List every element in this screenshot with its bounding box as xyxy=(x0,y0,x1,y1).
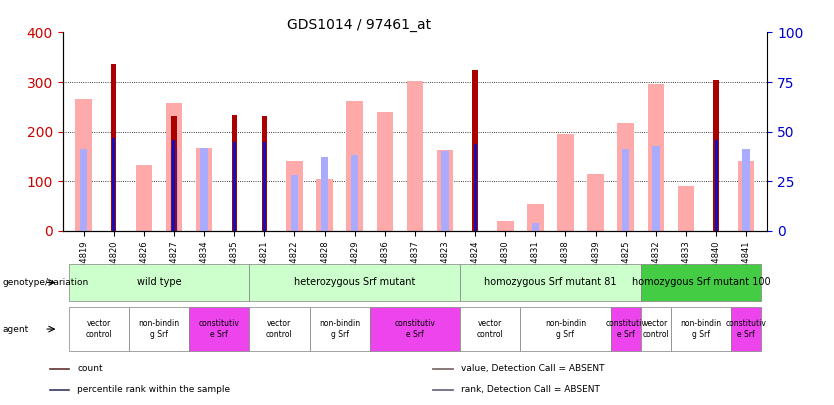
Bar xyxy=(286,161,303,231)
Bar xyxy=(68,264,249,301)
Text: constitutiv
e Srf: constitutiv e Srf xyxy=(198,320,239,339)
Text: constitutiv
e Srf: constitutiv e Srf xyxy=(605,320,646,339)
Bar xyxy=(136,165,152,231)
Text: value, Detection Call = ABSENT: value, Detection Call = ABSENT xyxy=(460,364,605,373)
Bar xyxy=(587,174,604,231)
Bar xyxy=(738,161,755,231)
Bar xyxy=(617,123,634,231)
Bar xyxy=(171,116,177,231)
Text: rank, Detection Call = ABSENT: rank, Detection Call = ABSENT xyxy=(460,385,600,394)
Bar xyxy=(48,368,69,369)
Bar xyxy=(520,307,610,352)
Bar xyxy=(291,175,299,231)
Bar xyxy=(652,145,660,231)
Bar xyxy=(527,204,544,231)
Bar xyxy=(742,149,750,231)
Bar xyxy=(610,307,641,352)
Bar xyxy=(232,115,237,231)
Bar xyxy=(407,81,423,231)
Text: count: count xyxy=(77,364,103,373)
Bar xyxy=(346,101,363,231)
Bar xyxy=(641,307,671,352)
Text: GDS1014 / 97461_at: GDS1014 / 97461_at xyxy=(287,18,430,32)
Text: heterozygous Srf mutant: heterozygous Srf mutant xyxy=(294,277,415,288)
Text: wild type: wild type xyxy=(137,277,181,288)
Bar xyxy=(321,158,329,231)
Bar xyxy=(432,368,453,369)
Bar xyxy=(437,151,454,231)
Bar xyxy=(249,307,309,352)
Bar xyxy=(731,307,761,352)
Text: percentile rank within the sample: percentile rank within the sample xyxy=(77,385,230,394)
Bar xyxy=(68,307,128,352)
Bar xyxy=(196,147,213,231)
Bar xyxy=(173,140,175,231)
Bar xyxy=(309,307,369,352)
Bar xyxy=(441,151,449,231)
Bar xyxy=(170,147,178,231)
Text: agent: agent xyxy=(3,324,28,334)
Text: vector
control: vector control xyxy=(477,320,504,339)
Bar xyxy=(249,264,460,301)
Bar xyxy=(472,70,478,231)
Bar xyxy=(113,138,115,231)
Bar xyxy=(189,307,249,352)
Bar xyxy=(111,64,117,231)
Bar xyxy=(316,179,333,231)
Bar xyxy=(557,134,574,231)
Bar xyxy=(671,307,731,352)
Text: vector
control: vector control xyxy=(266,320,293,339)
Bar xyxy=(128,307,189,352)
Bar xyxy=(75,99,92,231)
Text: constitutiv
e Srf: constitutiv e Srf xyxy=(394,320,435,339)
Bar xyxy=(376,112,393,231)
Text: constitutiv
e Srf: constitutiv e Srf xyxy=(726,320,766,339)
Bar xyxy=(369,307,460,352)
Bar xyxy=(351,156,359,231)
Bar xyxy=(647,85,664,231)
Text: vector
control: vector control xyxy=(642,320,669,339)
Bar xyxy=(262,116,267,231)
Bar xyxy=(474,143,477,231)
Bar xyxy=(80,149,88,231)
Bar xyxy=(622,149,630,231)
Text: non-bindin
g Srf: non-bindin g Srf xyxy=(138,320,179,339)
Bar xyxy=(713,79,719,231)
Bar xyxy=(531,223,539,231)
Bar xyxy=(497,221,514,231)
Bar xyxy=(641,264,761,301)
Text: homozygous Srf mutant 100: homozygous Srf mutant 100 xyxy=(631,277,771,288)
Bar xyxy=(48,389,69,390)
Text: non-bindin
g Srf: non-bindin g Srf xyxy=(319,320,360,339)
Bar xyxy=(432,389,453,390)
Text: vector
control: vector control xyxy=(85,320,112,339)
Bar xyxy=(166,103,183,231)
Bar xyxy=(678,186,694,231)
Bar xyxy=(715,140,717,231)
Text: genotype/variation: genotype/variation xyxy=(3,278,88,287)
Bar xyxy=(200,147,208,231)
Text: non-bindin
g Srf: non-bindin g Srf xyxy=(681,320,721,339)
Text: non-bindin
g Srf: non-bindin g Srf xyxy=(545,320,586,339)
Bar xyxy=(460,307,520,352)
Text: homozygous Srf mutant 81: homozygous Srf mutant 81 xyxy=(485,277,616,288)
Bar xyxy=(233,142,236,231)
Bar xyxy=(263,142,266,231)
Bar xyxy=(460,264,641,301)
